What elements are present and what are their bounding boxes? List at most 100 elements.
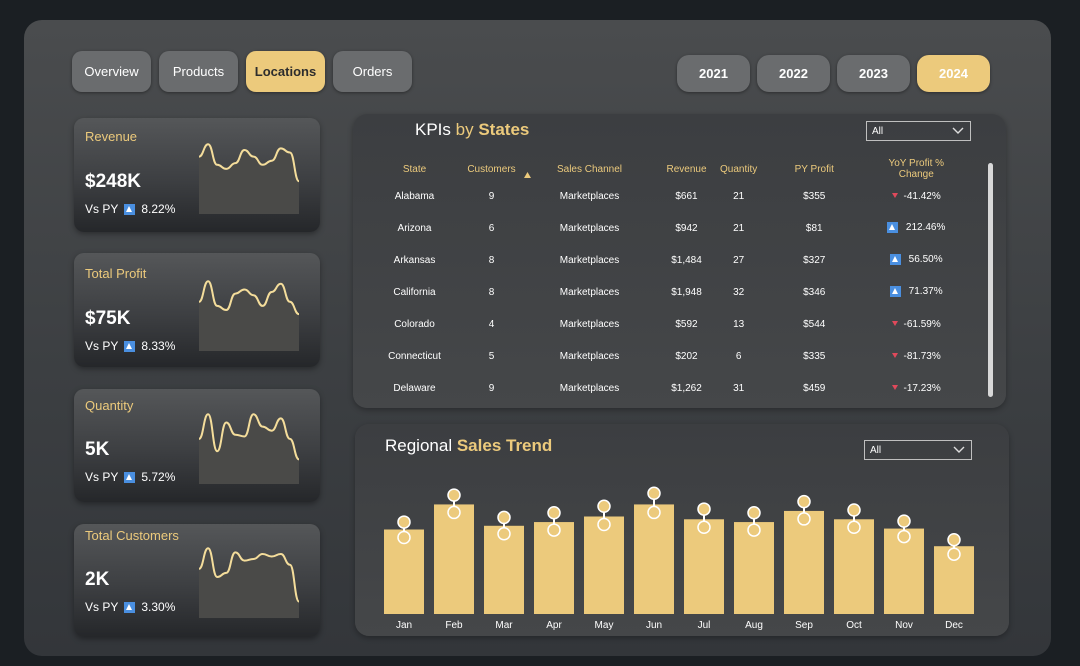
cell-py-profit: $346 [803,286,826,298]
chevron-down-icon [953,446,965,453]
card-title: Revenue [85,129,138,144]
total-customers-card: Total Customers 2K Vs PY 3.30% [74,524,320,637]
x-tick-label: Jul [698,620,711,631]
kpi-filter-dropdown[interactable]: All [866,121,971,141]
cell-yoy-change: 56.50% [871,244,961,276]
year-2024-button[interactable]: 2024 [917,55,990,92]
card-value: 2K [85,569,110,590]
marker-prev-year [447,488,461,502]
sparkline-line [199,143,299,183]
tab-locations[interactable]: Locations [246,51,325,92]
yoy-value: -17.23% [900,382,941,394]
marker-prev-year [797,494,811,509]
cell-py-profit: $335 [803,350,826,362]
marker-prev-year [947,532,961,547]
card-value: $248K [85,171,141,192]
bar-oct [834,519,874,614]
increase-icon [887,222,899,234]
bar-apr [534,522,574,614]
bar-jul [684,519,724,614]
sort-ascending-icon [610,172,616,177]
cell-customers: 8 [488,254,495,266]
cell-customers: 9 [488,382,495,394]
bar-jun [634,504,674,614]
revenue-card: Revenue $248K Vs PY 8.22% [74,118,320,232]
bar-sep [784,510,824,614]
cell-py-profit: $544 [803,318,826,330]
table-scrollbar[interactable] [988,163,993,397]
tab-orders[interactable]: Orders [333,51,412,92]
marker-prev-year [597,499,611,514]
decrease-icon [891,321,898,327]
card-vs-py: Vs PY 8.22% [85,202,175,216]
table-row[interactable]: Connecticut 5 Marketplaces $202 6 $335 -81.73… [372,340,961,372]
column-header-customers[interactable]: Customers [457,158,526,180]
column-header-quantity[interactable]: Quantity [720,163,758,175]
change-value: 5.72% [141,470,176,484]
column-header-yoy-change[interactable]: YoY Profit % Change [888,158,945,180]
table-row[interactable]: Colorado 4 Marketplaces $592 13 $544 -61.59% [372,308,961,340]
column-header-sales-channel[interactable]: Sales Channel [556,163,623,175]
marker-current [397,530,411,545]
table-row[interactable]: California 8 Marketplaces $1,948 32 $346 71.3… [372,276,961,308]
marker-prev-year [647,486,661,501]
cell-quantity: 32 [733,286,745,298]
sparkline-line [199,413,299,461]
cell-revenue: $1,262 [671,382,702,394]
tab-overview[interactable]: Overview [72,51,151,92]
cell-state: Arizona [397,222,432,234]
cell-yoy-change: -81.73% [871,340,961,372]
quantity-sparkline [199,413,299,484]
change-value: 3.30% [141,600,176,614]
cell-py-profit: $81 [805,222,823,234]
cell-customers: 8 [488,286,495,298]
sparkline-line [199,280,299,316]
cell-revenue: $202 [675,350,698,362]
cell-customers: 4 [488,318,495,330]
table-row[interactable]: Arkansas 8 Marketplaces $1,484 27 $327 56.50% [372,244,961,276]
marker-current [947,547,961,561]
quantity-card: Quantity 5K Vs PY 5.72% [74,389,320,502]
table-row[interactable]: Alabama 9 Marketplaces $661 21 $355 -41.42% [372,180,961,212]
table-header-row: State Customers Sales Channel Revenue Qu… [372,158,961,180]
year-2022-button[interactable]: 2022 [757,55,830,92]
cell-quantity: 13 [733,318,745,330]
year-2023-button[interactable]: 2023 [837,55,910,92]
table-row[interactable]: Delaware 9 Marketplaces $1,262 31 $459 -17.23… [372,372,961,404]
x-tick-label: Apr [546,620,562,631]
cell-revenue: $1,484 [671,254,702,266]
card-vs-py: Vs PY 8.33% [85,339,175,353]
cell-yoy-change: -17.23% [871,372,961,404]
cell-state: Alabama [394,190,435,202]
card-value: 5K [85,439,110,460]
increase-icon [124,471,136,483]
x-tick-label: Jun [646,620,662,631]
kpi-panel-title: KPIs by States [415,120,529,140]
cell-revenue: $942 [675,222,698,234]
column-header-state[interactable]: State [402,163,427,175]
marker-current [647,505,661,520]
increase-icon [124,203,136,215]
year-2021-button[interactable]: 2021 [677,55,750,92]
column-header-revenue[interactable]: Revenue [666,163,707,175]
title-text: States [478,120,530,139]
marker-prev-year [497,510,511,525]
tab-products[interactable]: Products [159,51,238,92]
cell-py-profit: $355 [803,190,826,202]
x-tick-label: Mar [495,620,513,631]
table-row[interactable]: Arizona 6 Marketplaces $942 21 $81 212.46% [372,212,961,244]
column-header-py-profit[interactable]: PY Profit [794,163,834,175]
revenue-sparkline [199,143,299,214]
cell-py-profit: $327 [803,254,826,266]
sales-trend-filter-dropdown[interactable]: All [864,440,972,460]
marker-current [747,523,761,537]
sales-trend-chart: Jan Feb Mar Apr May Jun Jul Aug Sep Oct Nov Dec [384,486,974,631]
marker-prev-year [397,515,411,529]
cell-state: Connecticut [388,350,441,362]
cell-yoy-change: -41.42% [871,180,961,212]
chevron-down-icon [952,127,964,134]
cell-channel: Marketplaces [559,190,620,202]
sort-ascending-icon[interactable] [524,172,531,178]
marker-current [597,517,611,532]
vs-label: Vs PY [85,600,119,614]
